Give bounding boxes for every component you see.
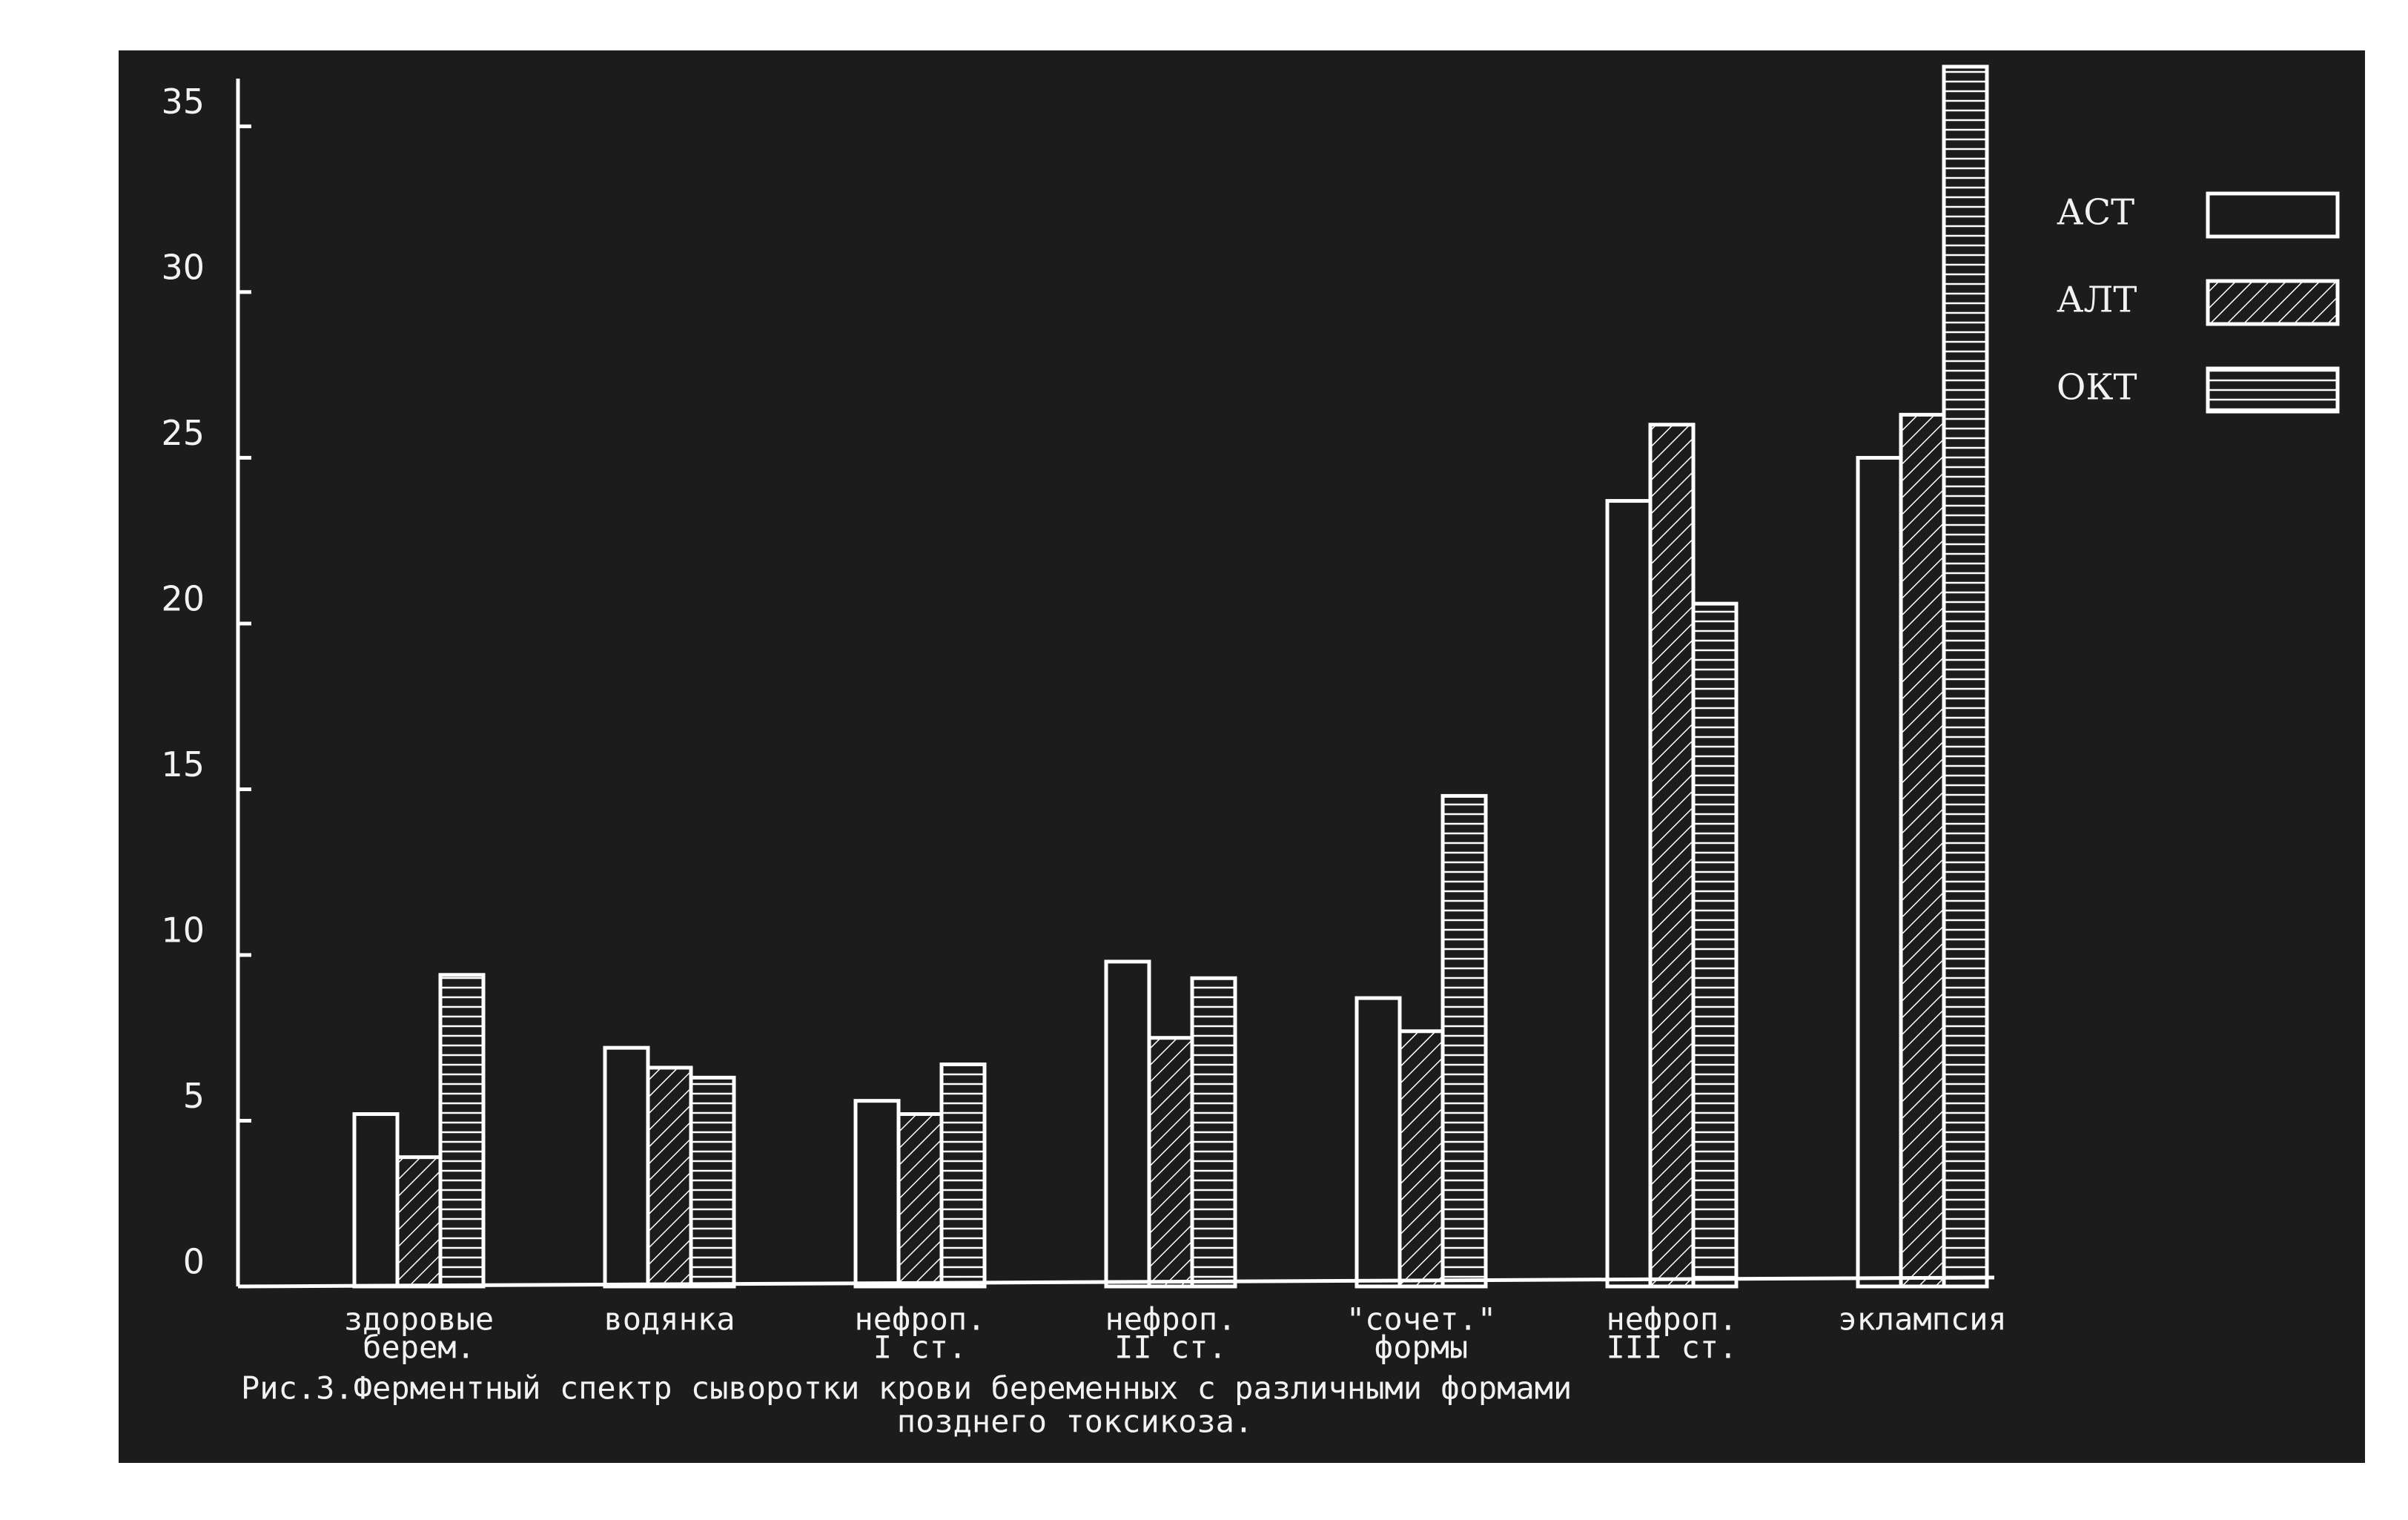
legend-swatch (2206, 366, 2340, 414)
x-tick-label: нефроп. (1105, 1301, 1236, 1338)
y-tick-label: 20 (161, 578, 205, 618)
y-tick-label: 15 (161, 744, 205, 784)
x-tick-label: III ст. (1606, 1329, 1737, 1366)
bar (1147, 1036, 1194, 1289)
legend-label: ОКТ (2057, 367, 2137, 409)
x-tick-label: нефроп. (1606, 1301, 1737, 1338)
y-tick-label: 30 (161, 247, 205, 287)
bar (1440, 793, 1488, 1289)
bar (1942, 65, 1989, 1289)
caption: позднего токсикоза. (897, 1404, 1253, 1440)
x-tick-label: формы (1375, 1329, 1468, 1366)
y-tick-label: 25 (161, 413, 205, 453)
legend-label: АЛТ (2057, 280, 2137, 321)
x-tick-label: I ст. (873, 1329, 967, 1366)
legend-swatch (2206, 191, 2340, 239)
x-tick-label: водянка (603, 1301, 735, 1338)
bar (646, 1065, 693, 1289)
bar (1398, 1029, 1445, 1289)
bar (1190, 976, 1237, 1289)
x-tick-label: здоровые (344, 1301, 494, 1338)
legend-swatch (2206, 279, 2340, 326)
bar (689, 1075, 736, 1289)
y-tick-label: 10 (161, 910, 205, 950)
bar (395, 1155, 443, 1289)
y-tick-label: 35 (161, 82, 205, 122)
chart-panel (119, 50, 2365, 1463)
x-tick-label: нефроп. (854, 1301, 985, 1338)
caption: Рис.3.Ферментный спектр сыворотки крови … (241, 1370, 1572, 1407)
bar (939, 1062, 987, 1289)
bar (438, 973, 486, 1289)
bar (1899, 412, 1946, 1289)
bar (1648, 423, 1696, 1289)
y-tick-label: 5 (183, 1076, 205, 1116)
x-tick-label: II ст. (1114, 1329, 1227, 1366)
bar (896, 1112, 944, 1289)
legend-label: АСТ (2057, 192, 2134, 234)
bar (1691, 601, 1739, 1289)
y-tick-label: 0 (183, 1242, 205, 1282)
x-tick-label: "сочет." (1346, 1301, 1496, 1338)
x-tick-label: эклампсия (1838, 1301, 2007, 1338)
x-tick-label: берем. (363, 1329, 475, 1366)
